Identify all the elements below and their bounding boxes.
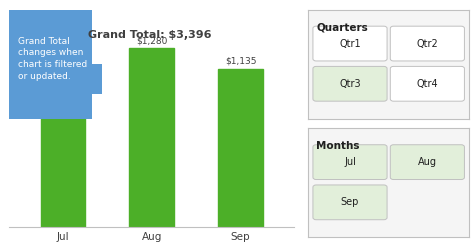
Text: $1,280: $1,280 bbox=[136, 37, 167, 46]
FancyBboxPatch shape bbox=[390, 26, 465, 61]
Text: $981: $981 bbox=[51, 78, 74, 87]
FancyBboxPatch shape bbox=[313, 145, 387, 180]
Text: Jul: Jul bbox=[344, 157, 356, 167]
Text: Aug: Aug bbox=[418, 157, 437, 167]
Text: Sep: Sep bbox=[341, 197, 359, 207]
Bar bbox=[129, 48, 174, 227]
Text: Qtr2: Qtr2 bbox=[417, 39, 438, 49]
Text: Quarters: Quarters bbox=[316, 23, 368, 33]
Bar bbox=[219, 69, 263, 227]
Text: Months: Months bbox=[316, 142, 360, 151]
Text: Grand Total: $3,396: Grand Total: $3,396 bbox=[88, 30, 211, 40]
FancyBboxPatch shape bbox=[313, 26, 387, 61]
Bar bbox=[41, 90, 85, 227]
Text: Grand Total
changes when
chart is filtered
or updated.: Grand Total changes when chart is filter… bbox=[18, 37, 87, 81]
FancyBboxPatch shape bbox=[313, 66, 387, 101]
FancyBboxPatch shape bbox=[390, 66, 465, 101]
Text: Qtr1: Qtr1 bbox=[339, 39, 361, 49]
Text: Qtr4: Qtr4 bbox=[417, 79, 438, 89]
FancyBboxPatch shape bbox=[313, 185, 387, 220]
Text: Qtr3: Qtr3 bbox=[339, 79, 361, 89]
Text: $1,135: $1,135 bbox=[225, 57, 256, 66]
FancyBboxPatch shape bbox=[390, 145, 465, 180]
